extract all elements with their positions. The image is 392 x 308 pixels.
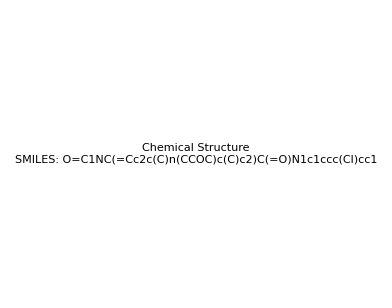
Text: Chemical Structure
SMILES: O=C1NC(=Cc2c(C)n(CCOC)c(C)c2)C(=O)N1c1ccc(Cl)cc1: Chemical Structure SMILES: O=C1NC(=Cc2c(…	[15, 143, 377, 165]
